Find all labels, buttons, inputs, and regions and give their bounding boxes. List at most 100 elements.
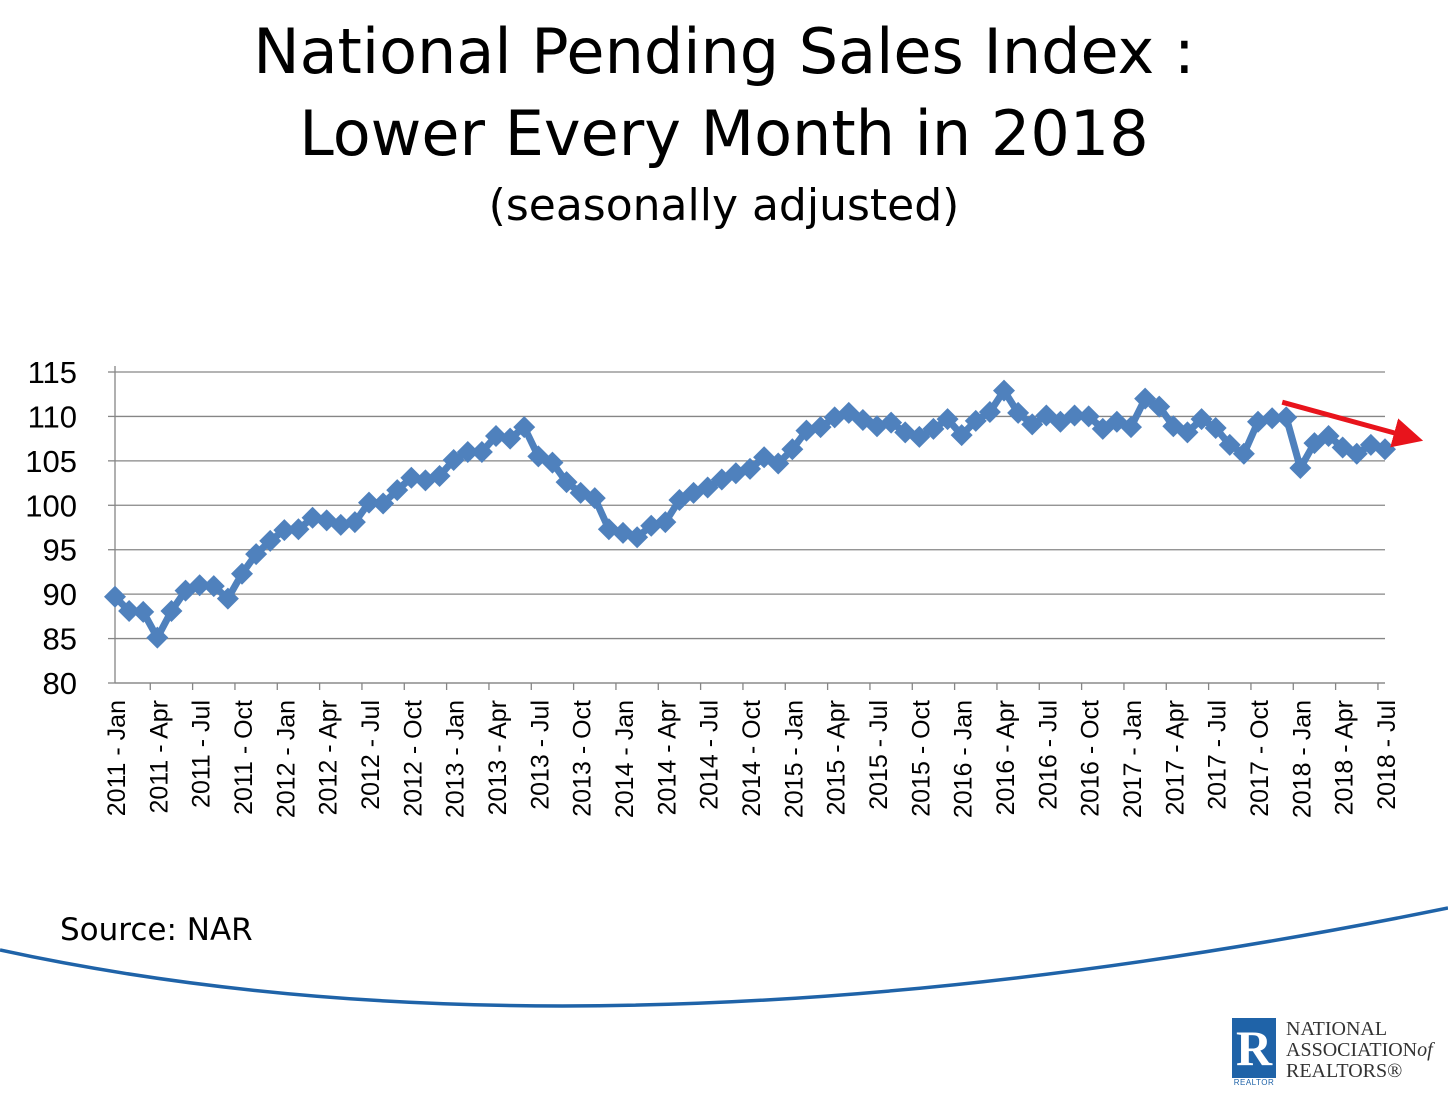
title-line-2: Lower Every Month in 2018 [299, 97, 1149, 170]
data-point [499, 427, 522, 450]
subtitle: (seasonally adjusted) [488, 180, 960, 231]
data-point [1317, 424, 1340, 447]
data-point [880, 411, 903, 434]
data-point [781, 438, 804, 461]
data-point [767, 452, 790, 475]
data-point [132, 600, 155, 623]
data-point [442, 448, 465, 471]
data-point [654, 511, 677, 534]
x-tick-label: 2011 - Jul [188, 700, 216, 808]
y-tick-label: 80 [43, 666, 77, 701]
logo-text-of: of [1417, 1039, 1433, 1061]
data-point [1204, 416, 1227, 439]
data-point [1275, 406, 1298, 429]
data-point [1345, 442, 1368, 465]
x-tick-label: 2011 - Apr [145, 700, 173, 814]
data-point [1261, 407, 1284, 430]
y-tick-label: 115 [28, 355, 77, 390]
data-point [400, 466, 423, 489]
data-point [301, 506, 324, 529]
x-tick-label: 2016 - Oct [1077, 700, 1105, 817]
data-point [1218, 433, 1241, 456]
x-tick-label: 2015 - Oct [907, 700, 935, 817]
data-point [1134, 387, 1157, 410]
x-tick-label: 2012 - Oct [399, 700, 427, 817]
data-point [993, 379, 1015, 402]
x-tick-label: 2013 - Oct [569, 700, 597, 817]
realtor-r-icon: R [1232, 1018, 1276, 1078]
x-tick-label: 2018 - Jul [1373, 700, 1401, 810]
data-point [541, 451, 564, 474]
data-point [1289, 456, 1312, 479]
x-tick-label: 2012 - Jul [357, 700, 385, 810]
data-point [118, 600, 141, 623]
x-tick-label: 2016 - Apr [992, 700, 1020, 815]
data-point [485, 424, 507, 447]
x-tick-label: 2018 - Jan [1288, 700, 1316, 818]
data-point [104, 585, 126, 608]
x-tick-label: 2013 - Apr [484, 700, 512, 815]
x-tick-label: 2014 - Oct [738, 700, 766, 817]
x-tick-label: 2014 - Jan [611, 700, 639, 818]
data-point [1232, 442, 1255, 465]
x-tick-label: 2017 - Jan [1119, 700, 1147, 818]
x-tick-label: 2018 - Apr [1331, 700, 1359, 815]
data-point [428, 464, 451, 487]
data-point [739, 457, 761, 480]
data-point [1021, 413, 1044, 436]
x-tick-label: 2016 - Jan [950, 700, 978, 818]
x-tick-label: 2015 - Apr [823, 700, 851, 815]
data-point [188, 574, 211, 597]
data-point [950, 424, 973, 447]
data-point [809, 416, 832, 439]
realtor-small-label: REALTOR [1233, 1078, 1275, 1087]
data-point [936, 408, 959, 431]
logo-text-association: ASSOCIATION [1286, 1039, 1418, 1061]
data-point [386, 479, 409, 502]
data-point [259, 529, 282, 552]
y-tick-label: 90 [43, 577, 77, 612]
source-note: Source: NAR [60, 912, 253, 948]
data-point [513, 416, 536, 439]
x-tick-label: 2015 - Jul [865, 700, 893, 810]
data-point [1063, 404, 1086, 427]
decorative-swoosh [0, 906, 1448, 1008]
x-tick-label: 2013 - Jan [442, 700, 470, 818]
y-tick-label: 110 [28, 399, 77, 434]
data-point [245, 543, 268, 566]
data-point [329, 513, 352, 536]
y-tick-label: 100 [25, 488, 77, 523]
x-tick-label: 2012 - Jan [272, 700, 300, 818]
data-point [583, 487, 606, 510]
x-tick-label: 2012 - Apr [315, 700, 343, 815]
logo-text-line-2: ASSOCIATIONof [1286, 1039, 1433, 1061]
data-point [1120, 416, 1142, 439]
data-point [626, 526, 649, 549]
x-tick-label: 2013 - Jul [526, 700, 554, 810]
x-tick-label: 2017 - Jul [1204, 700, 1232, 810]
x-tick-label: 2017 - Apr [1161, 700, 1189, 815]
x-tick-label: 2014 - Apr [653, 700, 681, 815]
data-point [555, 471, 578, 494]
y-tick-label: 85 [43, 622, 77, 657]
data-point [287, 518, 310, 541]
data-point [456, 440, 479, 463]
data-point [273, 519, 296, 542]
title-line-1: National Pending Sales Index : [253, 15, 1195, 88]
data-point [202, 575, 225, 598]
x-tick-label: 2011 - Oct [230, 700, 258, 815]
nar-logo: R REALTOR NATIONAL ASSOCIATIONof REALTOR… [1232, 1018, 1442, 1108]
data-point [908, 425, 931, 448]
y-tick-label: 95 [43, 533, 77, 568]
x-tick-label: 2014 - Jul [696, 700, 724, 810]
data-point [1190, 408, 1213, 431]
data-point [160, 600, 183, 623]
trend-arrow [1281, 399, 1424, 448]
data-point [343, 511, 366, 534]
y-tick-label: 105 [25, 444, 77, 479]
data-point [922, 417, 945, 440]
data-point [216, 587, 239, 610]
data-point [964, 409, 987, 432]
data-point [1176, 421, 1199, 444]
